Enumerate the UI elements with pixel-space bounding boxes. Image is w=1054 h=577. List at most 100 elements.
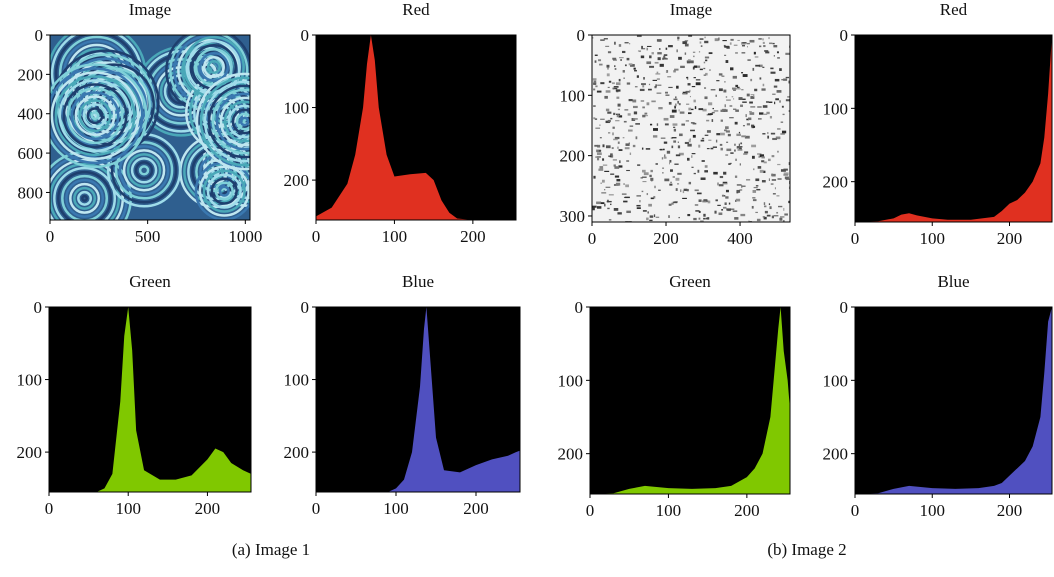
speck — [668, 86, 673, 89]
speck — [607, 207, 610, 210]
wave — [126, 153, 162, 188]
speck — [599, 63, 603, 66]
speck — [699, 41, 702, 44]
panel-title: Green — [129, 272, 171, 291]
speck — [788, 80, 790, 84]
speck — [678, 152, 684, 156]
speck — [648, 203, 652, 207]
speck — [749, 39, 755, 43]
speck — [676, 49, 678, 53]
speck — [781, 130, 787, 134]
y-tick-label: 100 — [558, 371, 584, 390]
speck — [599, 166, 604, 169]
x-tick-label: 100 — [920, 501, 946, 520]
speck — [762, 113, 768, 115]
speck — [663, 117, 669, 121]
speck — [779, 100, 781, 103]
speck — [602, 144, 605, 148]
speck — [774, 187, 776, 190]
speck — [592, 207, 595, 211]
speck — [785, 178, 790, 181]
speck — [602, 158, 605, 161]
speck — [720, 109, 725, 112]
speck — [771, 179, 777, 181]
speck — [703, 217, 706, 220]
speck — [725, 126, 729, 130]
speck — [694, 204, 699, 206]
speck — [758, 155, 761, 158]
speck — [598, 59, 602, 62]
speck — [669, 183, 673, 186]
speck — [617, 108, 621, 111]
speck — [693, 55, 695, 58]
speck — [762, 38, 764, 41]
speck — [606, 73, 610, 77]
speck — [788, 110, 790, 112]
y-tick-label: 0 — [840, 298, 849, 317]
plot-frame — [48, 306, 252, 493]
speck — [592, 205, 597, 208]
speck — [687, 112, 692, 115]
speck — [780, 169, 786, 172]
speck — [623, 200, 628, 203]
speck — [753, 51, 756, 55]
speck — [739, 189, 743, 191]
speck — [732, 75, 737, 79]
speck — [667, 76, 672, 78]
speck — [618, 149, 623, 151]
speck — [688, 181, 692, 185]
y-tick-label: 100 — [17, 371, 43, 390]
wave — [134, 161, 154, 180]
speck — [738, 131, 741, 134]
speck — [752, 197, 756, 199]
speck — [605, 145, 611, 149]
speck — [767, 132, 769, 135]
speck — [698, 210, 701, 213]
speck — [718, 37, 720, 41]
speck — [722, 40, 727, 42]
speck — [704, 56, 710, 59]
speck — [777, 150, 779, 153]
speck — [659, 148, 663, 151]
speck — [612, 87, 615, 90]
speck — [764, 210, 768, 214]
speck — [662, 172, 664, 174]
speck — [685, 90, 690, 93]
speck — [636, 204, 641, 207]
histogram-area — [49, 307, 251, 492]
speck — [686, 103, 690, 105]
speck — [592, 37, 594, 39]
speck — [695, 210, 700, 212]
speck — [728, 202, 731, 205]
speck — [769, 115, 773, 119]
wave — [203, 80, 250, 163]
speck — [740, 213, 746, 217]
speck — [692, 122, 697, 125]
speck — [765, 51, 770, 54]
speck — [617, 141, 620, 144]
speck — [593, 175, 596, 179]
speck — [650, 177, 654, 181]
speck — [771, 155, 775, 158]
wave — [50, 71, 140, 161]
wave — [190, 43, 237, 90]
speck — [658, 189, 661, 191]
speck — [620, 59, 622, 61]
x-tick-label: 0 — [45, 499, 54, 518]
wave — [195, 72, 250, 171]
speck — [742, 98, 746, 101]
speck — [652, 135, 658, 138]
speck — [773, 85, 778, 88]
speck — [694, 106, 697, 110]
speck — [614, 68, 617, 70]
speck — [608, 219, 612, 221]
speck — [704, 40, 709, 44]
speck — [673, 126, 676, 128]
speck — [656, 39, 662, 42]
speck — [773, 215, 779, 217]
speck — [612, 126, 615, 129]
speck — [770, 67, 774, 70]
speck — [617, 146, 619, 149]
speck — [596, 157, 600, 161]
speck — [663, 156, 667, 159]
